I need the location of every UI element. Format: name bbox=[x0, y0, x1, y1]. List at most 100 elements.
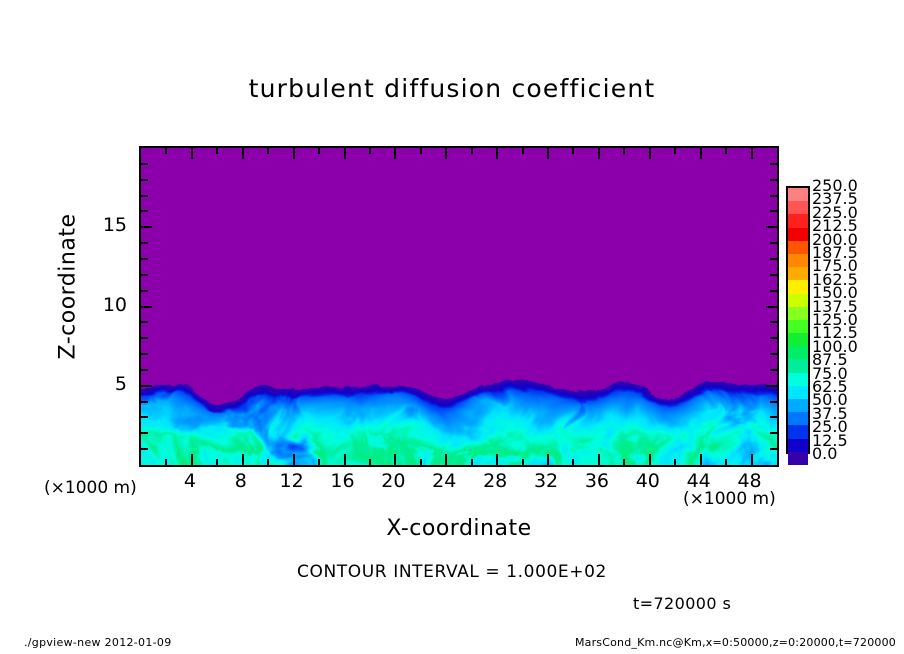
x-axis-unit-label: (×1000 m) bbox=[683, 489, 776, 509]
colorbar-swatch bbox=[788, 306, 808, 320]
colorbar-label: 125.0 bbox=[812, 310, 858, 329]
colorbar-label: 200.0 bbox=[812, 229, 858, 249]
colorbar-swatch bbox=[788, 399, 808, 413]
x-tick-top bbox=[343, 148, 346, 159]
y-tick bbox=[141, 273, 148, 276]
x-tick bbox=[394, 454, 397, 465]
colorbar-swatch bbox=[788, 451, 808, 465]
x-tick-top bbox=[445, 148, 448, 159]
y-tick bbox=[141, 321, 148, 324]
x-tick-top bbox=[572, 148, 575, 154]
y-tick-right bbox=[770, 289, 777, 292]
x-tick-top bbox=[419, 148, 422, 154]
colorbar-label: 187.5 bbox=[812, 243, 858, 262]
colorbar-label: 87.5 bbox=[812, 350, 848, 370]
colorbar-swatch bbox=[788, 412, 808, 426]
x-tick bbox=[419, 459, 422, 465]
x-tick-label: 36 bbox=[584, 470, 609, 492]
x-tick bbox=[318, 459, 321, 465]
colorbar-label: 237.5 bbox=[812, 189, 858, 209]
colorbar-label: 12.5 bbox=[812, 430, 848, 450]
x-tick bbox=[445, 454, 448, 465]
x-tick-top bbox=[547, 148, 550, 159]
colorbar-swatch bbox=[788, 359, 808, 373]
turbulence-field-heatmap bbox=[141, 148, 777, 465]
x-tick-label: 40 bbox=[635, 470, 660, 492]
colorbar-label: 250.0 bbox=[812, 176, 858, 195]
x-tick bbox=[623, 459, 626, 465]
x-tick bbox=[496, 454, 499, 465]
y-tick-right bbox=[770, 162, 777, 165]
colorbar-label: 75.0 bbox=[812, 363, 848, 383]
x-tick bbox=[699, 454, 702, 465]
y-tick-label: 10 bbox=[102, 293, 127, 316]
x-tick-top bbox=[597, 148, 600, 159]
x-tick-label: 4 bbox=[183, 470, 196, 492]
x-tick-label: 16 bbox=[330, 470, 355, 492]
x-tick bbox=[521, 459, 524, 465]
y-tick-right bbox=[770, 416, 777, 419]
x-tick bbox=[470, 459, 473, 465]
y-tick-right bbox=[770, 178, 777, 181]
y-tick-right bbox=[770, 273, 777, 276]
colorbar-label: 62.5 bbox=[812, 377, 848, 396]
y-tick-right bbox=[766, 226, 777, 229]
x-tick-label: 20 bbox=[381, 470, 406, 492]
y-tick bbox=[141, 416, 148, 419]
y-tick-label: 15 bbox=[102, 214, 127, 237]
x-tick bbox=[648, 454, 651, 465]
x-tick-top bbox=[521, 148, 524, 154]
colorbar-label: 150.0 bbox=[812, 283, 858, 303]
x-tick-top bbox=[368, 148, 371, 154]
colorbar-label: 50.0 bbox=[812, 390, 848, 410]
x-tick-top bbox=[496, 148, 499, 159]
x-tick bbox=[216, 459, 219, 465]
y-tick bbox=[141, 257, 148, 260]
colorbar-swatch bbox=[788, 293, 808, 307]
y-tick-right bbox=[770, 210, 777, 213]
colorbar-swatch bbox=[788, 346, 808, 360]
x-tick-top bbox=[165, 148, 168, 154]
y-tick-right bbox=[770, 353, 777, 356]
colorbar-swatch bbox=[788, 425, 808, 439]
x-tick-label: 44 bbox=[686, 470, 711, 492]
y-tick bbox=[141, 210, 148, 213]
y-tick-right bbox=[770, 368, 777, 371]
y-tick-right bbox=[770, 321, 777, 324]
x-tick bbox=[572, 459, 575, 465]
colorbar-swatch bbox=[788, 227, 808, 241]
colorbar-swatch bbox=[788, 280, 808, 294]
y-tick-right bbox=[766, 384, 777, 387]
x-tick-label: 24 bbox=[432, 470, 457, 492]
x-tick-top bbox=[725, 148, 728, 154]
y-tick bbox=[141, 368, 148, 371]
colorbar-swatch bbox=[788, 267, 808, 281]
x-tick-top bbox=[674, 148, 677, 154]
y-tick-right bbox=[770, 337, 777, 340]
x-tick bbox=[368, 459, 371, 465]
x-tick-top bbox=[216, 148, 219, 154]
x-axis-title: X-coordinate bbox=[386, 516, 532, 541]
x-tick-top bbox=[750, 148, 753, 159]
x-tick-top bbox=[292, 148, 295, 159]
colorbar-swatch bbox=[788, 438, 808, 452]
y-tick bbox=[141, 242, 148, 245]
colorbar-label: 0.0 bbox=[812, 444, 838, 463]
colorbar-label: 162.5 bbox=[812, 269, 858, 289]
x-tick-top bbox=[648, 148, 651, 159]
y-tick bbox=[141, 178, 148, 181]
y-tick bbox=[141, 400, 148, 403]
x-tick-top bbox=[470, 148, 473, 154]
plot-area bbox=[139, 146, 779, 467]
y-tick-right bbox=[770, 242, 777, 245]
colorbar-swatch bbox=[788, 385, 808, 399]
x-tick bbox=[674, 459, 677, 465]
y-tick bbox=[141, 384, 152, 387]
x-tick-top bbox=[190, 148, 193, 159]
x-tick-top bbox=[699, 148, 702, 159]
y-tick bbox=[141, 162, 148, 165]
colorbar-label: 112.5 bbox=[812, 323, 858, 343]
colorbar-label: 25.0 bbox=[812, 417, 848, 437]
y-tick-right bbox=[770, 400, 777, 403]
